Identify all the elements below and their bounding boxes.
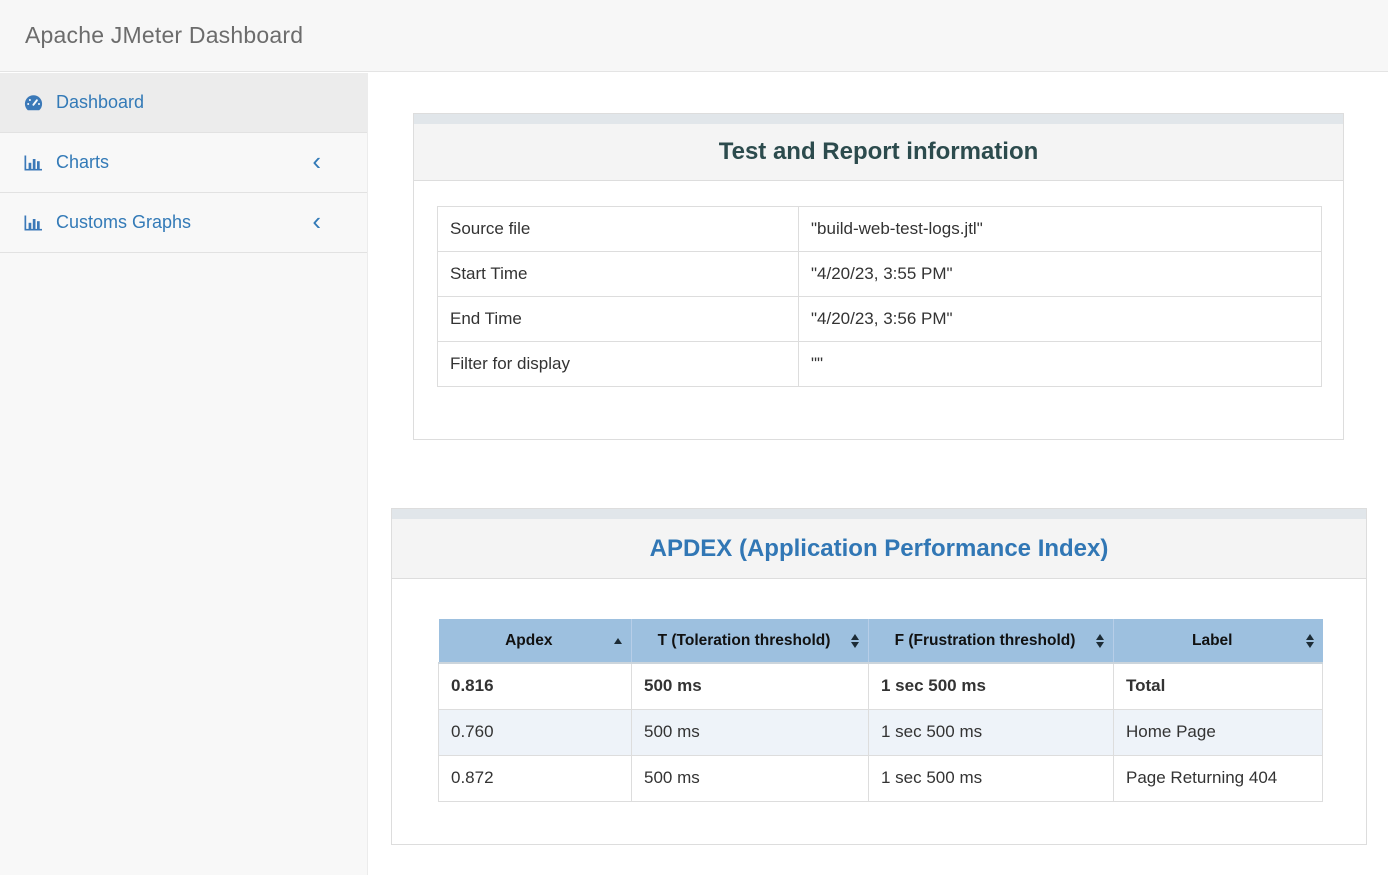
test-info-panel-title: Test and Report information xyxy=(718,138,1039,165)
apdex-cell-label: Total xyxy=(1113,662,1323,710)
apdex-cell-f: 1 sec 500 ms xyxy=(868,708,1114,756)
apdex-cell-label: Home Page xyxy=(1113,708,1323,756)
panel-top-strip xyxy=(392,509,1366,519)
sidebar-item-dashboard[interactable]: Dashboard xyxy=(0,73,367,133)
sort-icon xyxy=(1305,633,1314,648)
info-row-value: "build-web-test-logs.jtl" xyxy=(798,206,1322,252)
sort-icon xyxy=(851,633,859,648)
bar-chart-icon xyxy=(24,214,44,232)
chevron-left-icon: ‹ xyxy=(312,206,321,236)
info-row-label: Source file xyxy=(437,206,799,252)
table-row: 0.760 500 ms 1 sec 500 ms Home Page xyxy=(438,708,1323,756)
sidebar-menu: Dashboard Charts ‹ Customs Graphs ‹ xyxy=(0,73,367,253)
chevron-left-icon: ‹ xyxy=(312,146,321,176)
apdex-cell-label: Page Returning 404 xyxy=(1113,754,1323,802)
column-header-label: Label xyxy=(1192,631,1233,649)
test-info-panel-heading: Test and Report information xyxy=(414,124,1343,181)
sidebar-item-customs-graphs[interactable]: Customs Graphs ‹ xyxy=(0,193,367,253)
apdex-panel-title: APDEX (Application Performance Index) xyxy=(649,534,1109,562)
apdex-table: Apdex T (Toleration threshold) F (Frustrat… xyxy=(438,619,1323,802)
apdex-cell-t: 500 ms xyxy=(631,708,869,756)
info-row-value: "" xyxy=(798,341,1322,387)
column-header-f-frustration-threshold[interactable]: F (Frustration threshold) xyxy=(868,619,1114,664)
sidebar: Dashboard Charts ‹ Customs Graphs ‹ xyxy=(0,73,368,875)
table-row: 0.872 500 ms 1 sec 500 ms Page Returning 40… xyxy=(438,754,1323,802)
apdex-cell-apdex: 0.816 xyxy=(438,662,632,710)
column-header-label: Apdex xyxy=(505,631,553,649)
sort-icon xyxy=(1096,633,1104,648)
panel-top-strip xyxy=(414,114,1343,124)
table-row: Filter for display "" xyxy=(437,341,1322,387)
sidebar-item-label: Charts xyxy=(56,152,110,172)
sort-ascending-icon xyxy=(614,637,622,644)
info-row-label: Start Time xyxy=(437,251,799,297)
test-info-panel: Test and Report information Source file "… xyxy=(413,113,1344,440)
apdex-cell-f: 1 sec 500 ms xyxy=(868,662,1114,710)
apdex-panel: APDEX (Application Performance Index) Ap… xyxy=(391,508,1367,845)
info-row-label: Filter for display xyxy=(437,341,799,387)
table-row: Start Time "4/20/23, 3:55 PM" xyxy=(437,251,1322,297)
table-row: 0.816 500 ms 1 sec 500 ms Total xyxy=(438,662,1323,710)
apdex-cell-t: 500 ms xyxy=(631,754,869,802)
bar-chart-icon xyxy=(24,154,44,172)
info-row-value: "4/20/23, 3:56 PM" xyxy=(798,296,1322,342)
column-header-label: F (Frustration threshold) xyxy=(894,631,1076,649)
dashboard-gauge-icon xyxy=(24,94,44,112)
sidebar-item-charts[interactable]: Charts ‹ xyxy=(0,133,367,193)
sidebar-item-label: Dashboard xyxy=(56,92,145,112)
apdex-cell-apdex: 0.760 xyxy=(438,708,632,756)
column-header-label: T (Toleration threshold) xyxy=(657,631,831,649)
column-header-t-toleration-threshold[interactable]: T (Toleration threshold) xyxy=(631,619,869,664)
sidebar-item-label: Customs Graphs xyxy=(56,212,192,232)
apdex-cell-apdex: 0.872 xyxy=(438,754,632,802)
apdex-panel-heading: APDEX (Application Performance Index) xyxy=(392,519,1366,579)
app-header: Apache JMeter Dashboard xyxy=(0,0,1388,72)
apdex-cell-t: 500 ms xyxy=(631,662,869,710)
info-row-value: "4/20/23, 3:55 PM" xyxy=(798,251,1322,297)
table-row: End Time "4/20/23, 3:56 PM" xyxy=(437,296,1322,342)
apdex-table-body: 0.816 500 ms 1 sec 500 ms Total 0.760 500 ms 1… xyxy=(438,662,1323,802)
test-info-table: Source file "build-web-test-logs.jtl" Star… xyxy=(437,206,1322,387)
info-row-label: End Time xyxy=(437,296,799,342)
table-row: Source file "build-web-test-logs.jtl" xyxy=(437,206,1322,252)
column-header-apdex[interactable]: Apdex xyxy=(438,619,632,664)
column-header-label[interactable]: Label xyxy=(1113,619,1323,664)
apdex-table-header-row: Apdex T (Toleration threshold) F (Frustrat… xyxy=(438,619,1323,664)
apdex-cell-f: 1 sec 500 ms xyxy=(868,754,1114,802)
test-info-table-body: Source file "build-web-test-logs.jtl" Star… xyxy=(437,206,1322,387)
app-title: Apache JMeter Dashboard xyxy=(25,22,304,48)
